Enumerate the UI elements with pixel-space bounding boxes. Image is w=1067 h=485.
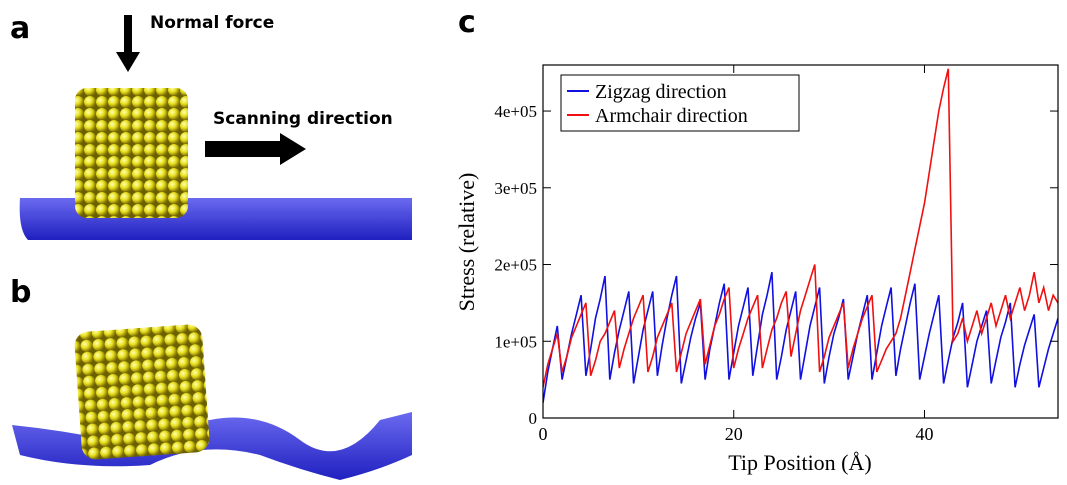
x-tick-label: 20	[725, 424, 743, 444]
legend-label: Zigzag direction	[595, 81, 727, 103]
annotation: Scanning direction	[213, 109, 393, 129]
scan-arrow	[205, 133, 306, 165]
panel-b: b	[10, 275, 412, 480]
y-tick-label: 4e+05	[494, 102, 537, 121]
panel-label: b	[10, 275, 31, 310]
y-tick-label: 3e+05	[494, 179, 537, 198]
y-axis-label: Stress (relative)	[454, 173, 479, 312]
panel-label: c	[458, 5, 476, 40]
chart: c Tip Position (Å) Stress (relative) 0 20…	[454, 5, 1059, 475]
legend-box	[560, 74, 800, 132]
legend-label: Armchair direction	[595, 105, 748, 127]
x-tick-label: 0	[539, 424, 548, 444]
plot-frame	[542, 64, 1059, 419]
y-tick-label: 2e+05	[494, 256, 537, 275]
series-line	[543, 68, 1058, 388]
tip-cube	[75, 88, 188, 218]
annotation: Normal force	[150, 13, 274, 33]
y-tick-label: 0	[529, 409, 538, 428]
x-axis-label: Tip Position (Å)	[728, 450, 871, 475]
tip-cube	[74, 324, 210, 460]
x-tick-label: 40	[915, 424, 933, 444]
force-arrow	[116, 15, 140, 72]
graphene-sheet	[12, 412, 412, 480]
panel-label: a	[10, 11, 30, 46]
panel-a: a Normal force Scanning direction	[10, 11, 413, 240]
series-line	[543, 272, 1058, 403]
y-tick-label: 1e+05	[494, 332, 537, 351]
